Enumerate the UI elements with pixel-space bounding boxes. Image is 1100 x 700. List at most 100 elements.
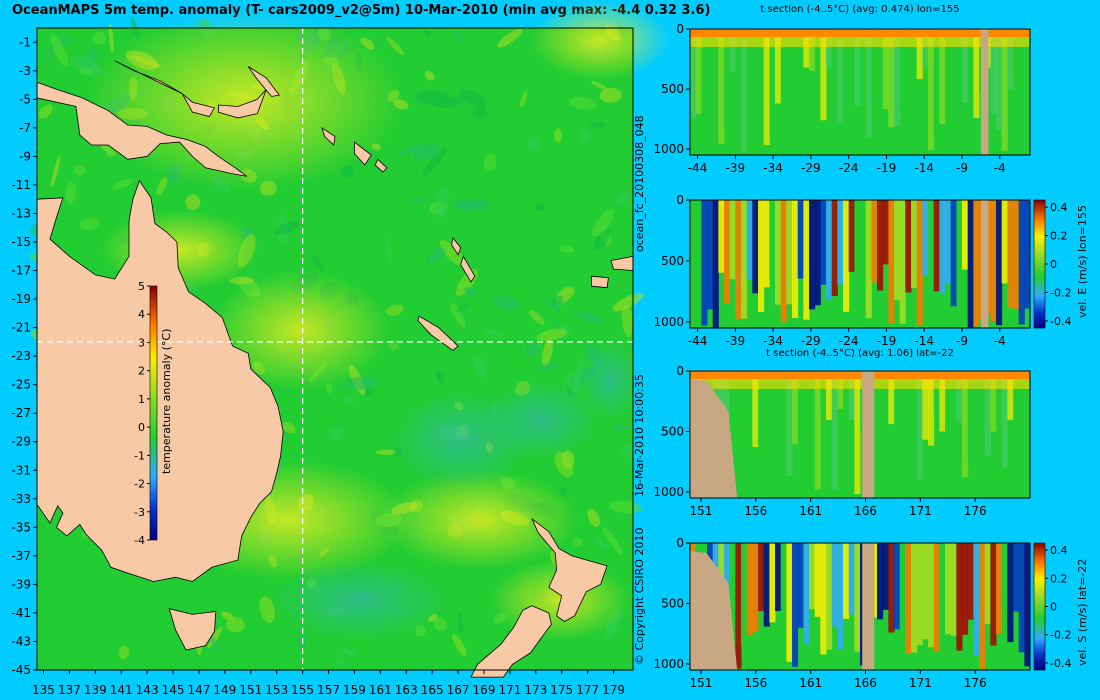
section-cell: [701, 29, 708, 145]
x-tick-label: -29: [801, 334, 821, 348]
new-guinea-land: [36, 81, 248, 177]
lon-tick-label: 137: [58, 683, 81, 697]
x-tick-label: 156: [744, 676, 767, 690]
section-cell: [979, 371, 986, 448]
section-cell: [871, 543, 878, 618]
section-cell: [769, 200, 776, 282]
section-cell: [922, 200, 929, 276]
ocean-eddy: [225, 617, 245, 633]
section-cell: [854, 543, 861, 652]
section-cell: [769, 371, 776, 477]
section-cell: [933, 29, 940, 137]
depth-tick-label: 500: [661, 82, 684, 96]
section-panel-2: 0 500 1000 -44 -39 -34 -29 -24 -19 -14 -9 -4 0.4 0.2 0…: [653, 193, 1071, 348]
x-tick-label: -19: [877, 161, 897, 175]
colorbar-tick-label: 0: [138, 421, 145, 434]
section-cell: [1024, 200, 1031, 309]
section-cell: [905, 543, 912, 654]
section-cell: [741, 371, 748, 475]
section-cell: [843, 543, 850, 619]
lon-tick-label: 175: [550, 683, 573, 697]
ocean-eddy: [451, 198, 487, 209]
section-cell: [956, 371, 963, 423]
section-cell: [933, 543, 940, 652]
x-tick-label: -39: [726, 161, 746, 175]
section-cell: [729, 29, 736, 73]
warm-anomaly-patch: [380, 470, 580, 570]
lat-tick-label: -11: [11, 178, 31, 192]
x-tick-label: -39: [726, 334, 746, 348]
x-tick-label: -44: [688, 161, 708, 175]
new-ireland-land: [247, 66, 281, 97]
section-cell: [1001, 371, 1008, 468]
x-tick-label: -9: [956, 161, 968, 175]
ocean-eddy: [336, 657, 345, 667]
lon-tick-label: 163: [395, 683, 418, 697]
fiji-island: [591, 275, 609, 289]
section-cell: [831, 29, 838, 75]
section-cell: [928, 200, 935, 276]
section-cell: [905, 29, 912, 137]
section-cell: [848, 200, 855, 272]
section-cell: [962, 200, 969, 270]
map-frame: [36, 27, 634, 671]
cool-anomaly-patch: [580, 340, 640, 420]
section-cell: [701, 200, 708, 326]
section-cell: [695, 200, 702, 277]
section-cell: [865, 29, 872, 138]
section-cell: [967, 200, 974, 328]
section-cell: [939, 543, 946, 610]
section-cell: [735, 200, 742, 319]
section-cell: [797, 200, 804, 279]
ocean-eddy: [118, 645, 130, 660]
land-mask: [862, 543, 875, 670]
section-cell: [718, 200, 725, 273]
depth-tick-label: 1000: [653, 657, 684, 671]
section-cell: [967, 371, 974, 463]
depth-tick-label: 0: [676, 536, 684, 550]
section-cell: [735, 543, 742, 669]
velocity-colorbar: [1033, 542, 1046, 671]
section-cell: [894, 371, 901, 451]
land-mask: [690, 551, 738, 670]
section-cell: [763, 371, 770, 484]
section-cell: [928, 371, 935, 446]
ocean-eddy: [472, 105, 488, 120]
ocean-eddy: [79, 217, 100, 231]
australia-land: [36, 179, 284, 582]
x-tick-label: -34: [763, 334, 783, 348]
x-tick-label: -34: [763, 161, 783, 175]
velocity-colorbar-label: -0.2: [1050, 629, 1071, 642]
section-cell: [865, 200, 872, 319]
section-cell: [775, 29, 782, 104]
section-cell: [973, 543, 980, 656]
ocean-eddy: [343, 376, 379, 390]
section-cell: [922, 29, 929, 68]
ocean-eddy: [385, 236, 393, 263]
section-cell: [888, 200, 895, 324]
ocean-eddy: [274, 220, 300, 235]
lon-tick-label: 165: [421, 683, 444, 697]
x-tick-label: -9: [956, 334, 968, 348]
section-cell: [746, 29, 753, 80]
section-cell: [990, 543, 997, 646]
section-cell: [814, 29, 821, 101]
section-cell: [1001, 29, 1008, 151]
ocean-eddy: [435, 370, 445, 384]
ocean-eddy: [520, 91, 528, 108]
section-cell: [996, 29, 1003, 131]
section-cell: [1007, 29, 1014, 89]
section-cell: [837, 371, 844, 410]
section-cell: [763, 29, 770, 146]
section-cell: [905, 200, 912, 293]
section-cell: [984, 543, 991, 625]
section-cell: [956, 543, 963, 651]
lat-tick-label: -37: [11, 549, 31, 563]
lat-tick-label: -43: [11, 634, 31, 648]
velocity-colorbar-label: -0.4: [1050, 657, 1071, 670]
section-cell: [990, 371, 997, 432]
x-tick-label: 151: [690, 504, 713, 518]
section-cell: [769, 29, 776, 136]
x-tick-label: -14: [914, 334, 934, 348]
depth-tick-label: 0: [676, 364, 684, 378]
